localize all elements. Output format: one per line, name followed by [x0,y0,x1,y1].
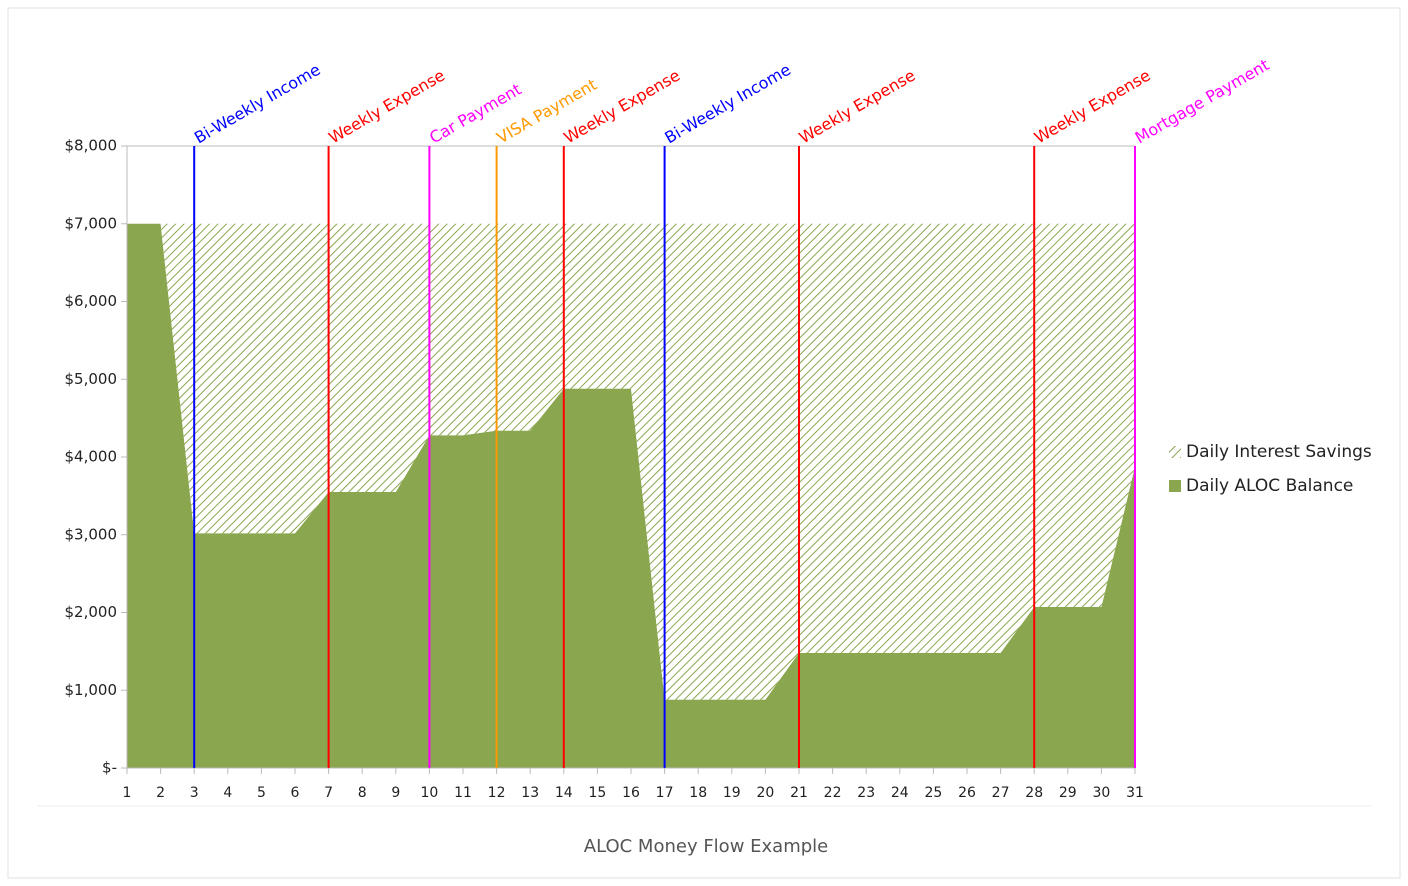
x-tick-label: 9 [391,785,400,801]
y-tick-label: $8,000 [65,137,118,155]
x-tick-label: 8 [358,785,367,801]
legend-swatch [1169,446,1181,458]
x-tick-label: 29 [1059,785,1077,801]
x-tick-label: 23 [857,785,875,801]
x-tick-label: 17 [656,785,674,801]
x-tick-label: 13 [521,785,539,801]
x-tick-label: 18 [689,785,707,801]
x-tick-label: 1 [123,785,132,801]
area [127,223,1135,768]
chart-title: ALOC Money Flow Example [584,836,828,857]
x-tick-label: 14 [555,785,573,801]
x-tick-label: 24 [891,785,909,801]
y-tick-label: $7,000 [65,214,118,232]
y-tick-label: $6,000 [65,292,118,310]
x-tick-label: 20 [756,785,774,801]
frame [7,7,1401,879]
x-tick-label: 31 [1126,785,1144,801]
y-tick-label: $2,000 [65,603,118,621]
x-tick-label: 21 [790,785,808,801]
y-tick-label: $4,000 [65,448,118,466]
x-tick-label: 26 [958,785,976,801]
event-label: Mortgage Payment [1132,55,1273,147]
x-tick-label: 7 [324,785,333,801]
x-tick-label: 30 [1092,785,1110,801]
legend-label: Daily ALOC Balance [1186,476,1353,496]
x-tick-label: 25 [924,785,942,801]
y-tick-label: $1,000 [65,681,118,699]
area [127,223,1135,700]
x-tick-label: 6 [291,785,300,801]
x-tick-label: 4 [223,785,232,801]
event-label: Bi-Weekly Income [661,60,794,148]
x-tick-label: 22 [824,785,842,801]
legend-label: Daily Interest Savings [1186,442,1372,462]
x-tick-label: 15 [588,785,606,801]
x-tick-label: 16 [622,785,640,801]
event-label: Weekly Expense [796,66,919,148]
y-tick-label: $- [102,759,117,777]
x-tick-label: 11 [454,785,472,801]
event-label: Bi-Weekly Income [191,60,324,148]
x-tick-label: 5 [257,785,266,801]
x-tick-label: 3 [190,785,199,801]
y-tick-label: $5,000 [65,370,118,388]
x-tick-label: 19 [723,785,741,801]
x-tick-label: 10 [420,785,438,801]
x-tick-label: 27 [992,785,1010,801]
x-tick-label: 12 [488,785,506,801]
x-tick-label: 28 [1025,785,1043,801]
y-tick-label: $3,000 [65,525,118,543]
x-tick-label: 2 [156,785,165,801]
legend-swatch [1169,480,1181,492]
